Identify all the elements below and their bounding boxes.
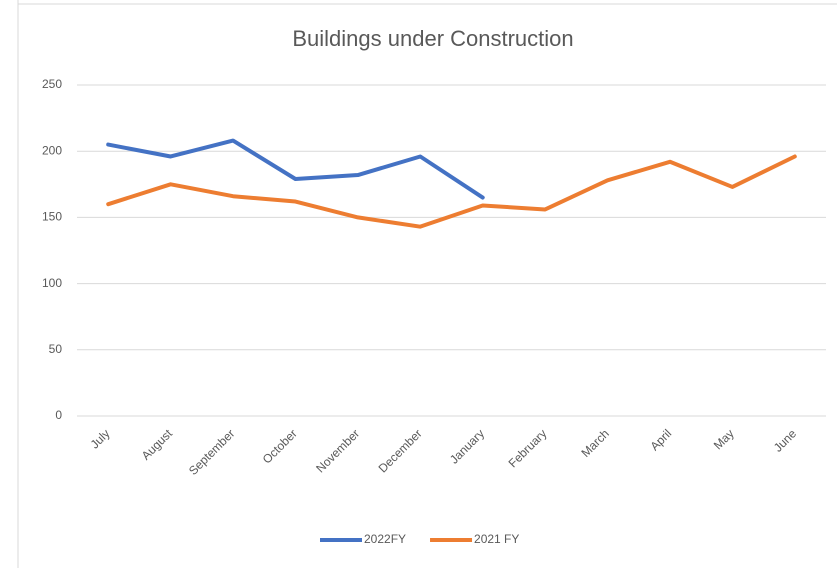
x-tick-label: January (447, 426, 487, 466)
y-tick-label: 100 (42, 276, 62, 290)
x-tick-label: November (313, 426, 362, 475)
x-tick-label: February (506, 426, 550, 470)
x-tick-label: March (578, 426, 611, 459)
x-tick-label: October (260, 426, 300, 466)
y-tick-label: 200 (42, 143, 62, 157)
y-tick-label: 250 (42, 77, 62, 91)
chart-title: Buildings under Construction (292, 26, 573, 51)
y-tick-label: 50 (49, 342, 63, 356)
x-tick-label: December (376, 426, 425, 475)
y-tick-label: 0 (55, 408, 62, 422)
x-tick-label: April (647, 426, 674, 453)
x-tick-label: June (771, 426, 800, 455)
legend-label: 2022FY (364, 532, 406, 546)
x-tick-label: August (139, 426, 176, 463)
x-tick-label: May (711, 426, 737, 452)
x-tick-label: July (88, 426, 113, 451)
legend-label: 2021 FY (474, 532, 519, 546)
series-line (106, 138, 485, 200)
series-line (106, 154, 797, 229)
x-tick-label: September (186, 426, 237, 477)
y-tick-label: 150 (42, 210, 62, 224)
